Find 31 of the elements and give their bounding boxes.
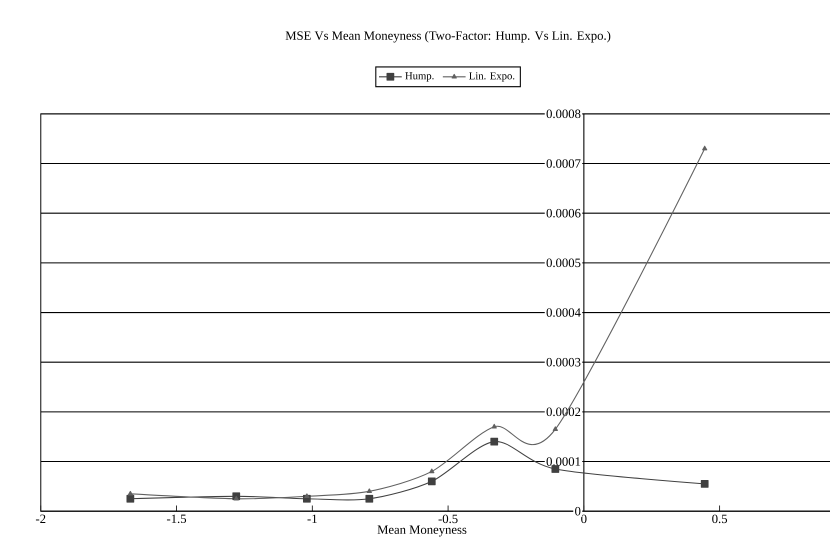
point (702, 146, 708, 150)
point (304, 493, 310, 498)
y-tick-label: 0.0003 (546, 358, 580, 367)
y-tick-label: 0.0008 (546, 110, 580, 118)
chart-title: MSE Vs Mean Moneyness (Two-Factor: Hump. Vs Lin. Expo.) (286, 30, 610, 42)
point (428, 478, 436, 486)
y-tick-label: 0.0001 (546, 457, 580, 466)
point (700, 480, 709, 488)
x-axis-title: Mean Moneyness (378, 525, 466, 537)
x-tick-label: -0.5 (438, 514, 458, 524)
x-tick-label: -2 (36, 514, 46, 523)
point (128, 490, 133, 496)
y-tick-label: 0.0006 (546, 208, 581, 218)
x-tick-label: -1.5 (166, 514, 186, 524)
point (365, 494, 374, 503)
point (366, 488, 372, 494)
point (492, 424, 497, 428)
x-tick-label: 0.5 (712, 514, 728, 524)
point (429, 468, 434, 474)
point (234, 496, 239, 501)
y-tick-label: 0.0005 (546, 258, 580, 268)
x-tick-label: -1 (307, 514, 317, 523)
legend-label: Lin. Expo. (469, 72, 514, 82)
x-tick-label: 0 (581, 514, 587, 524)
point (126, 494, 134, 503)
y-tick-label: 0.0004 (546, 308, 581, 317)
legend-label: Hump. (405, 72, 434, 82)
y-tick-label: 0.0007 (546, 159, 581, 168)
point (490, 438, 498, 446)
point (552, 426, 558, 431)
y-tick-label: 0 (575, 506, 580, 516)
